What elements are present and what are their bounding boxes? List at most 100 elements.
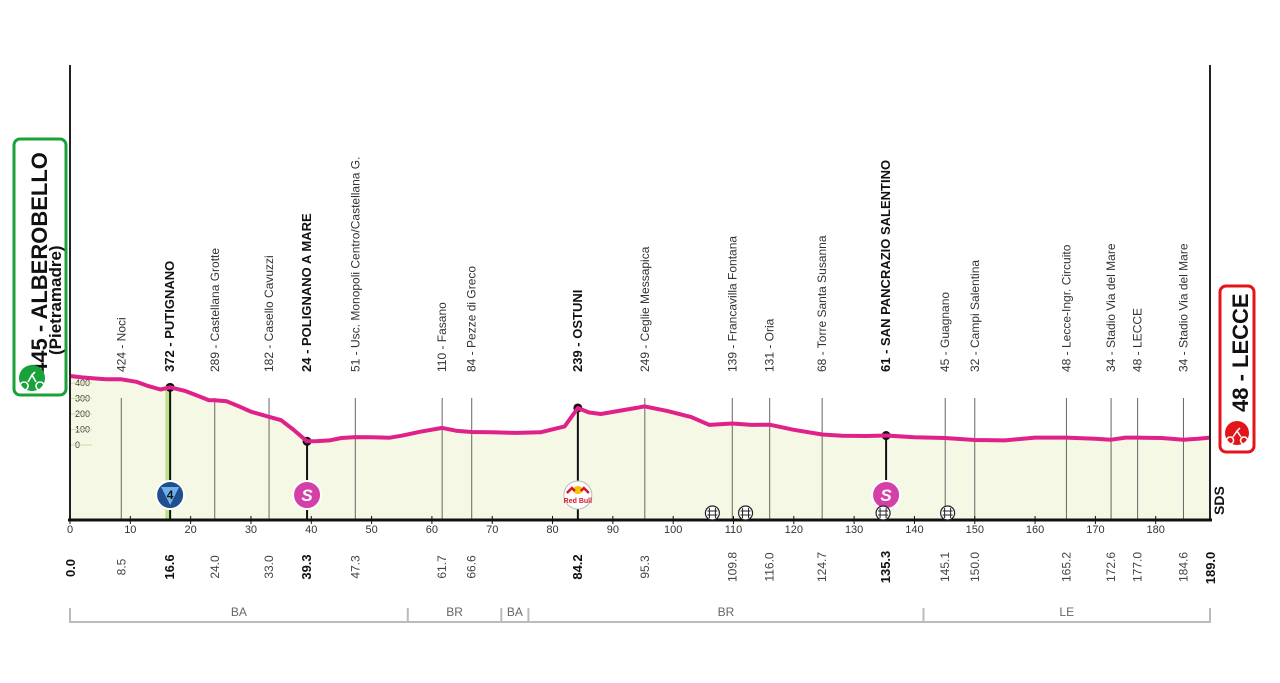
waypoint-km-label: 39.3 xyxy=(299,554,314,579)
waypoint-markers: 4 S Red Bull S xyxy=(155,480,902,510)
distance-tick-label: 20 xyxy=(185,524,197,536)
waypoint-km-label: 177.0 xyxy=(1131,552,1145,582)
profile-area xyxy=(70,376,1210,520)
sprint-icon xyxy=(292,480,323,510)
finish-name: 48 - LECCE xyxy=(1228,293,1253,412)
start-badge: 445 - ALBEROBELLO (Pietramadre) xyxy=(12,137,68,397)
brand-logo: SDS xyxy=(1211,486,1227,515)
km-end-label: 189.0 xyxy=(1203,552,1218,585)
waypoint-label: 32 - Campi Salentina xyxy=(968,260,982,372)
railway-crossing-icon xyxy=(704,505,720,521)
waypoint-km-label: 150.0 xyxy=(968,552,982,582)
waypoint-label: 424 - Noci xyxy=(114,317,128,372)
km-start-label: 0.0 xyxy=(63,559,78,577)
distance-tick-label: 160 xyxy=(1026,524,1044,536)
waypoint-km-label: 172.6 xyxy=(1104,552,1118,582)
kom-icon-number: 4 xyxy=(167,488,174,502)
waypoint-label: 45 - Guagnano xyxy=(938,292,952,372)
waypoint-label: 110 - Fasano xyxy=(435,302,449,372)
railway-crossing-glyph xyxy=(740,508,751,518)
distance-tick-label: 140 xyxy=(905,524,923,536)
province-label: BR xyxy=(718,605,735,619)
start-cyclist-glyph xyxy=(19,371,45,391)
finish-cyclist-icon xyxy=(1225,421,1249,445)
waypoint-km-label: 61.7 xyxy=(435,555,449,579)
waypoint-km-label: 66.6 xyxy=(465,555,479,579)
waypoint-km-label: 8.5 xyxy=(114,558,128,575)
distance-tick-label: 90 xyxy=(607,524,619,536)
railway-crossing-icon xyxy=(875,505,891,521)
distance-tick-label: 120 xyxy=(785,524,803,536)
waypoint-km-label: 47.3 xyxy=(348,555,362,579)
waypoint-label: 34 - Stadio Via del Mare xyxy=(1176,243,1190,372)
waypoint-label: 182 - Casello Cavuzzi xyxy=(262,255,276,372)
waypoint-label: 139 - Francavilla Fontana xyxy=(725,236,739,372)
start-subname: (Pietramadre) xyxy=(46,245,65,355)
railway-crossing-icon xyxy=(737,505,754,521)
waypoint-label: 289 - Castellana Grotte xyxy=(208,248,222,372)
distance-tick-label: 0 xyxy=(67,524,73,536)
railway-crossing-glyph xyxy=(707,508,718,518)
waypoint-label: 48 - Lecce-Ingr. Circuito xyxy=(1059,244,1073,372)
distance-tick-label: 70 xyxy=(486,524,498,536)
distance-tick-label: 30 xyxy=(245,524,257,536)
waypoint-km-label: 135.3 xyxy=(878,551,893,584)
start-cyclist-icon xyxy=(19,365,45,391)
waypoint-label: 131 - Oria xyxy=(763,318,777,372)
railway-crossing-glyph xyxy=(878,508,889,518)
redbull-icon-sun xyxy=(572,486,583,494)
waypoint-km-label: 165.2 xyxy=(1059,552,1073,582)
sprint-icon-letter: S xyxy=(880,486,892,505)
distance-tick-label: 50 xyxy=(365,524,377,536)
distance-tick-label: 80 xyxy=(546,524,558,536)
distance-tick-label: 130 xyxy=(845,524,863,536)
province-label: LE xyxy=(1059,605,1074,619)
distance-tick-label: 180 xyxy=(1147,524,1165,536)
distance-tick-label: 170 xyxy=(1086,524,1104,536)
sprint-icon-letter: S xyxy=(301,486,313,505)
waypoint-label: 48 - LECCE xyxy=(1131,308,1145,372)
profile-line xyxy=(69,374,1211,444)
province-bar: BA BR BA BR LE xyxy=(69,605,1211,623)
province-label: BR xyxy=(446,605,463,619)
waypoint-km-label: 116.0 xyxy=(763,552,777,581)
kom-icon-shape xyxy=(161,487,180,505)
distance-tick-label: 60 xyxy=(426,524,438,536)
province-label: BA xyxy=(507,605,523,619)
waypoint-km-label: 84.2 xyxy=(570,554,585,579)
railway-crossing-glyph xyxy=(942,508,953,518)
waypoint-label: 51 - Usc. Monopoli Centro/Castellana G. xyxy=(348,157,362,372)
finish-badge-frame xyxy=(1218,284,1256,454)
start-badge-frame xyxy=(12,137,68,397)
waypoint-km-labels: 8.5 16.6 24.0 33.0 39.3 47.3 61.7 66.6 84.2 95.3 1… xyxy=(114,551,1190,584)
waypoint-label: 24 - POLIGNANO A MARE xyxy=(299,213,314,372)
distance-tick-label: 110 xyxy=(725,524,743,536)
waypoint-km-label: 109.8 xyxy=(725,552,739,582)
waypoint-km-label: 184.6 xyxy=(1176,552,1190,582)
waypoint-km-label: 33.0 xyxy=(262,555,276,579)
waypoint-label: 34 - Stadio Via del Mare xyxy=(1104,243,1118,372)
railway-crossing-icon xyxy=(940,505,956,521)
distance-ticks: 0 10 20 30 40 50 60 70 80 90 100 110 120 130 140 150 160… xyxy=(67,516,1165,536)
waypoint-label: 249 - Ceglie Messapica xyxy=(638,246,652,372)
waypoint-km-label: 145.1 xyxy=(938,552,952,582)
waypoint-km-label: 95.3 xyxy=(638,555,652,579)
waypoint-km-label: 16.6 xyxy=(162,554,177,579)
redbull-icon-bulls xyxy=(565,486,590,494)
waypoint-label: 84 - Pezze di Greco xyxy=(465,266,479,372)
finish-cyclist-glyph xyxy=(1225,427,1249,445)
finish-badge: 48 - LECCE xyxy=(1218,284,1256,454)
waypoint-km-label: 24.0 xyxy=(208,555,222,579)
distance-tick-label: 40 xyxy=(305,524,317,536)
start-name: 445 - ALBEROBELLO xyxy=(27,152,52,375)
waypoint-label: 61 - SAN PANCRAZIO SALENTINO xyxy=(878,160,893,372)
waypoint-label: 239 - OSTUNI xyxy=(570,290,585,372)
province-label: BA xyxy=(231,605,247,619)
distance-tick-label: 150 xyxy=(966,524,984,536)
climb-highlight xyxy=(165,387,171,520)
waypoint-label: 68 - Torre Santa Susanna xyxy=(815,235,829,372)
waypoint-km-label: 124.7 xyxy=(815,552,829,582)
waypoint-label: 372 - PUTIGNANO xyxy=(162,261,177,372)
